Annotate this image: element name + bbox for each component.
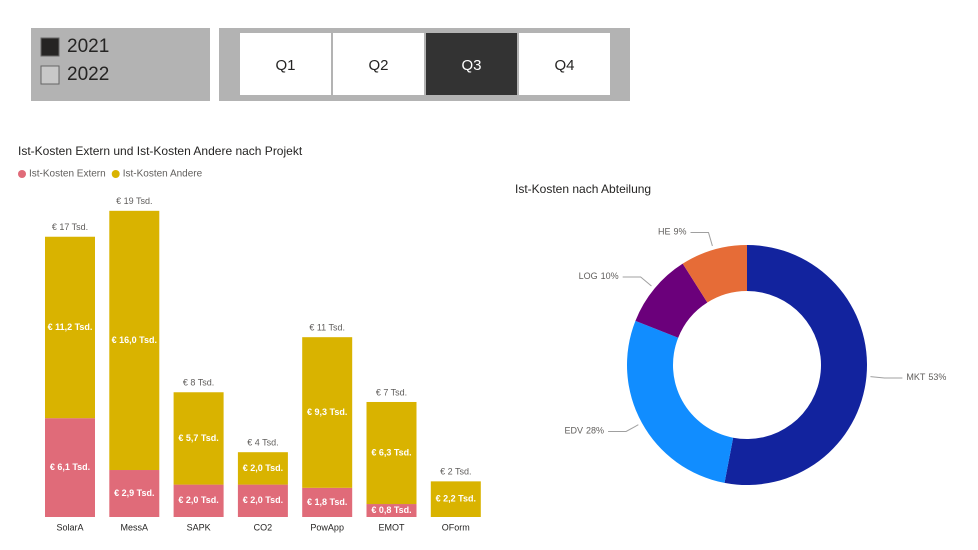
bar-total-label: € 11 Tsd. (309, 323, 345, 333)
legend-marker (111, 170, 120, 178)
bar-total-label: € 17 Tsd. (52, 222, 88, 232)
year-checkbox[interactable] (40, 65, 60, 85)
x-tick-label: EMOT (379, 522, 406, 532)
bar-value-label: € 0,8 Tsd. (371, 505, 411, 515)
quarter-button[interactable] (519, 33, 610, 95)
year-slicer (31, 28, 210, 101)
leader-line (622, 276, 652, 287)
bar-total-label: € 8 Tsd. (183, 378, 214, 388)
bar-total-label: € 7 Tsd. (376, 387, 407, 397)
quarter-label[interactable]: Q1 (275, 57, 295, 74)
bar-total-label: € 19 Tsd. (116, 196, 152, 206)
year-checkbox[interactable] (40, 37, 60, 57)
bar-value-label: € 5,7 Tsd. (178, 433, 218, 443)
slice-value: 28% (586, 426, 604, 436)
slice-category: HE (658, 227, 671, 237)
bar-segment (366, 401, 417, 505)
bar-value-label: € 6,1 Tsd. (50, 462, 90, 472)
bar-segment (366, 504, 417, 517)
donut-slice (682, 245, 747, 303)
bar-segment (430, 481, 481, 517)
bar-value-label: € 2,0 Tsd. (243, 463, 283, 473)
quarter-label[interactable]: Q2 (368, 57, 388, 74)
bar-value-label: € 1,8 Tsd. (307, 497, 347, 507)
slice-label: EDV 28% (565, 426, 605, 436)
x-tick-label: SAPK (187, 522, 211, 532)
slice-category: LOG (579, 271, 598, 281)
bar-value-label: € 9,3 Tsd. (307, 407, 347, 417)
bar-segment (302, 337, 353, 488)
bar-segment (173, 392, 224, 485)
donut-slice (635, 263, 708, 338)
bar-segment (173, 484, 224, 517)
bar-value-label: € 6,3 Tsd. (371, 447, 411, 457)
bar-segment (109, 210, 160, 471)
quarter-button[interactable] (240, 33, 331, 95)
x-tick-label: CO2 (254, 522, 273, 532)
bar-chart-title: Ist-Kosten Extern und Ist-Kosten Andere … (18, 144, 303, 158)
bar-value-label: € 2,0 Tsd. (243, 495, 283, 505)
bar-value-label: € 2,0 Tsd. (178, 495, 218, 505)
slice-label: MKT 53% (906, 372, 946, 382)
slice-value: 10% (601, 271, 619, 281)
bar-value-label: € 16,0 Tsd. (112, 335, 157, 345)
slice-category: MKT (906, 372, 926, 382)
bar-segment (237, 484, 288, 517)
donut-slice (627, 320, 734, 483)
donut-slice (724, 245, 867, 485)
quarter-label[interactable]: Q4 (554, 57, 574, 74)
bar-value-label: € 2,2 Tsd. (436, 494, 476, 504)
bar-segment (237, 452, 288, 485)
bar-segment (45, 236, 95, 419)
year-label[interactable]: 2022 (67, 64, 109, 85)
x-tick-label: OForm (442, 522, 470, 532)
bar-value-label: € 11,2 Tsd. (48, 322, 93, 332)
bar-value-label: € 2,9 Tsd. (114, 488, 154, 498)
bar-segment (302, 487, 353, 517)
x-tick-label: PowApp (310, 522, 344, 532)
slice-category: EDV (565, 426, 584, 436)
x-tick-label: SolarA (56, 522, 83, 532)
quarter-label[interactable]: Q3 (461, 57, 481, 74)
year-label[interactable]: 2021 (67, 36, 109, 57)
leader-line (870, 376, 903, 379)
quarter-button[interactable] (333, 33, 424, 95)
slice-value: 9% (673, 227, 686, 237)
leader-line (608, 424, 639, 432)
slice-value: 53% (928, 372, 946, 382)
bar-total-label: € 4 Tsd. (247, 438, 278, 448)
x-tick-label: MessA (121, 522, 149, 532)
legend-label: Ist-Kosten Andere (123, 169, 203, 180)
donut-chart-title: Ist-Kosten nach Abteilung (515, 182, 651, 196)
bar-segment (109, 470, 160, 517)
bar-total-label: € 2 Tsd. (440, 467, 471, 477)
leader-line (690, 231, 713, 247)
legend-label: Ist-Kosten Extern (29, 169, 106, 180)
bar-segment (45, 418, 95, 517)
slice-label: LOG 10% (579, 271, 619, 281)
slice-label: HE 9% (658, 227, 687, 237)
quarter-button[interactable] (426, 33, 517, 95)
legend-marker (18, 170, 26, 178)
